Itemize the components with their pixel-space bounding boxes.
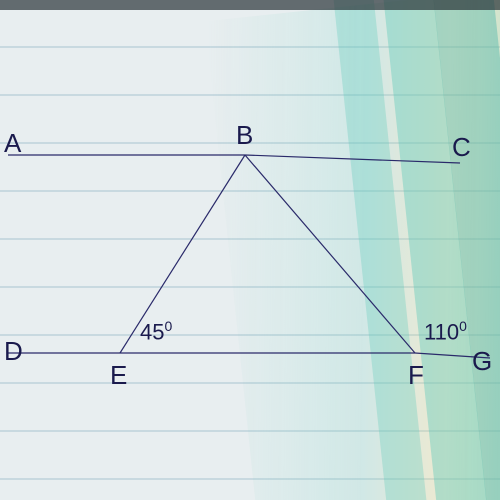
- angle-E-value: 45: [140, 319, 164, 344]
- highlighter-streaks: [205, 0, 500, 500]
- diagram-svg: [0, 0, 500, 500]
- label-G: G: [472, 346, 492, 377]
- angle-E: 450: [140, 318, 172, 345]
- top-edge: [0, 0, 500, 10]
- label-E: E: [110, 360, 127, 391]
- angle-F-sup: 0: [459, 318, 467, 334]
- label-A: A: [4, 128, 21, 159]
- label-C: C: [452, 132, 471, 163]
- diagram-container: A B C D E F G 450 1100: [0, 0, 500, 500]
- label-B: B: [236, 120, 253, 151]
- angle-F-value: 110: [424, 319, 459, 344]
- angle-F: 1100: [424, 318, 467, 345]
- angle-E-sup: 0: [164, 318, 172, 334]
- label-F: F: [408, 360, 424, 391]
- label-D: D: [4, 336, 23, 367]
